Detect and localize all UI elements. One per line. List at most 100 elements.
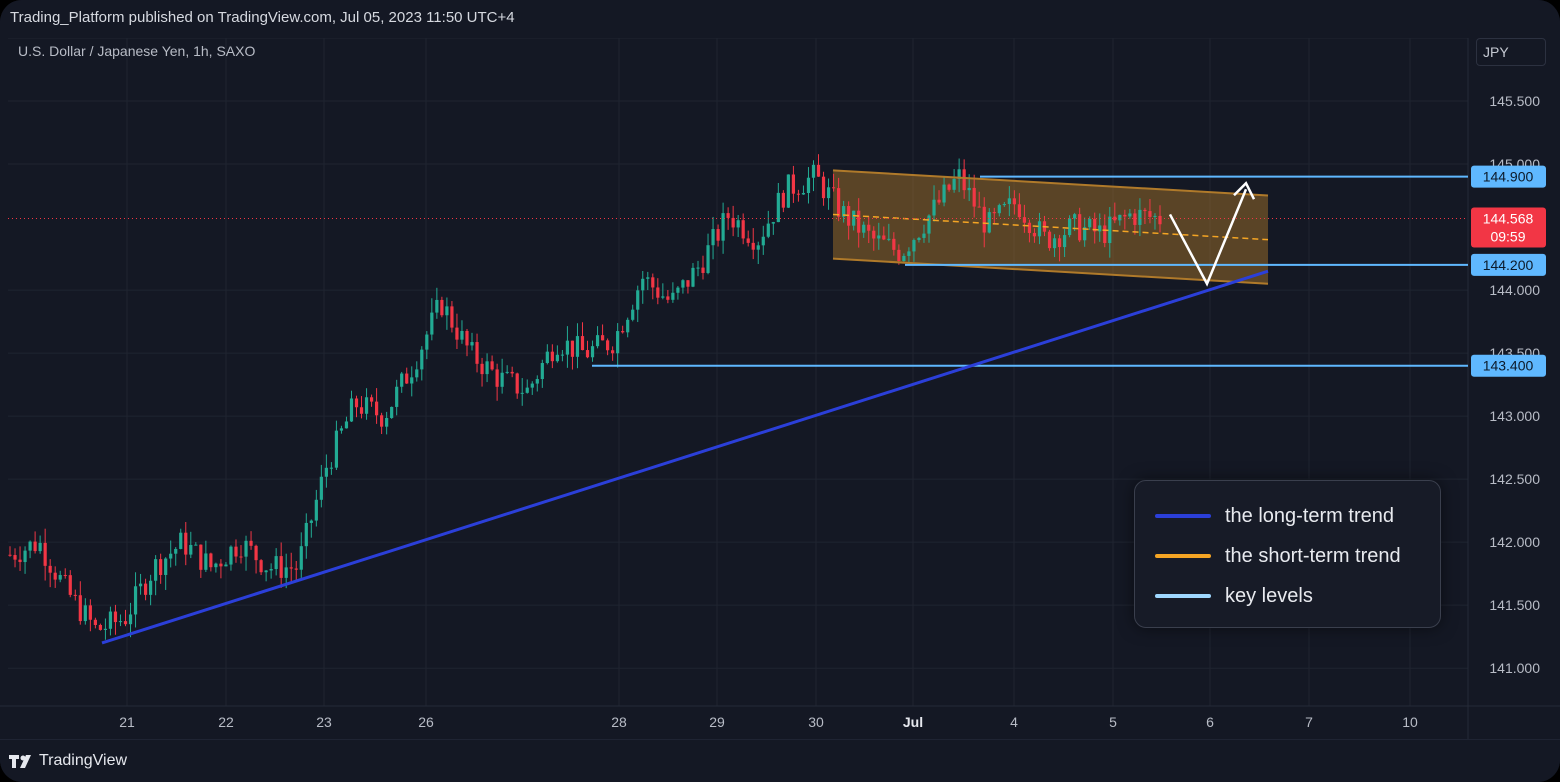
candle-body bbox=[108, 611, 113, 629]
candle-body bbox=[1062, 235, 1067, 248]
candle-body bbox=[214, 563, 218, 568]
y-tick-label: 141.500 bbox=[1489, 597, 1540, 613]
candle-body bbox=[400, 373, 404, 387]
candle-body bbox=[395, 386, 399, 407]
candle-body bbox=[159, 559, 163, 575]
currency-unit[interactable]: JPY bbox=[1476, 38, 1546, 66]
candle-body bbox=[204, 553, 208, 570]
candle-body bbox=[982, 206, 986, 233]
candle-body bbox=[390, 406, 394, 418]
candle-body bbox=[490, 361, 494, 370]
candle-body bbox=[525, 387, 529, 393]
candle-body bbox=[912, 240, 916, 252]
candle-body bbox=[706, 245, 710, 273]
candle-body bbox=[1138, 209, 1142, 225]
candle-body bbox=[1103, 225, 1107, 244]
candle-body bbox=[249, 540, 253, 546]
candle-body bbox=[661, 296, 665, 298]
short-term-trend-midline bbox=[832, 213, 1269, 241]
publish-info: Trading_Platform published on TradingVie… bbox=[10, 9, 515, 26]
x-tick-label: 29 bbox=[709, 714, 725, 730]
candle-body bbox=[500, 372, 504, 387]
candle-body bbox=[535, 379, 539, 384]
candle-body bbox=[751, 242, 755, 250]
candle-body bbox=[882, 235, 886, 240]
candle-body bbox=[962, 169, 966, 191]
candle-body bbox=[219, 563, 223, 567]
tradingview-logo-icon bbox=[9, 755, 31, 768]
candle-body bbox=[460, 330, 464, 340]
candle-body bbox=[339, 428, 344, 431]
candle-body bbox=[646, 277, 650, 279]
candle-body bbox=[364, 397, 369, 414]
top-bar: Trading_Platform published on TradingVie… bbox=[0, 0, 1560, 38]
y-tick-label: 141.000 bbox=[1489, 660, 1540, 676]
candle-body bbox=[550, 351, 554, 362]
candle-body bbox=[972, 187, 976, 207]
candle-body bbox=[666, 296, 670, 300]
candle-body bbox=[88, 605, 92, 620]
x-tick-label: Jul bbox=[903, 714, 923, 730]
candle-body bbox=[947, 184, 951, 190]
tradingview-brand[interactable]: TradingView bbox=[9, 752, 127, 770]
candle-body bbox=[811, 164, 816, 178]
candle-body bbox=[977, 206, 981, 208]
x-tick-label: 4 bbox=[1010, 714, 1018, 730]
candle-body bbox=[98, 624, 102, 630]
candle-body bbox=[93, 619, 97, 625]
candle-body bbox=[781, 192, 785, 208]
candle-body bbox=[1143, 209, 1147, 212]
candle-body bbox=[605, 340, 610, 351]
candle-body bbox=[480, 363, 484, 375]
candle-body bbox=[766, 223, 770, 237]
candle-body bbox=[154, 559, 158, 581]
candle-body bbox=[651, 277, 655, 288]
candle-body bbox=[314, 499, 318, 521]
candle-body bbox=[857, 210, 861, 233]
candle-body bbox=[1158, 215, 1162, 225]
candle-body bbox=[450, 306, 454, 328]
candle-body bbox=[78, 595, 82, 622]
candle-body bbox=[575, 336, 580, 357]
candle-body bbox=[1022, 217, 1027, 223]
x-tick-label: 21 bbox=[119, 714, 135, 730]
candle-body bbox=[1027, 222, 1032, 233]
current-price-label: 144.568 bbox=[1483, 210, 1534, 226]
candle-body bbox=[73, 594, 77, 596]
candle-body bbox=[164, 558, 168, 575]
candle-body bbox=[1153, 215, 1157, 217]
candle-body bbox=[304, 522, 308, 547]
candle-body bbox=[244, 540, 248, 557]
y-tick-label: 142.500 bbox=[1489, 471, 1540, 487]
candle-body bbox=[319, 476, 323, 500]
candle-body bbox=[776, 192, 780, 223]
candle-body bbox=[987, 212, 991, 233]
candle-body bbox=[1098, 225, 1102, 232]
legend-panel: the long-term trend the short-term trend… bbox=[1134, 480, 1441, 628]
candle-body bbox=[1128, 213, 1132, 217]
candle-body bbox=[656, 287, 660, 298]
candle-body bbox=[470, 342, 474, 346]
candle-body bbox=[872, 230, 876, 239]
candle-body bbox=[279, 556, 283, 578]
candle-body bbox=[786, 174, 790, 208]
candle-body bbox=[826, 187, 831, 199]
channel-lower-line bbox=[832, 257, 1269, 285]
candle-body bbox=[349, 398, 354, 422]
legend-key-levels: key levels bbox=[1155, 581, 1313, 611]
candle-body bbox=[1078, 214, 1082, 241]
candle-body bbox=[540, 363, 544, 380]
candle-body bbox=[369, 397, 374, 402]
symbol-title: U.S. Dollar / Japanese Yen, 1h, SAXO bbox=[18, 43, 256, 59]
candle-body bbox=[816, 164, 821, 177]
candle-body bbox=[565, 340, 570, 355]
candle-body bbox=[103, 628, 108, 630]
candle-body bbox=[1113, 216, 1117, 221]
candle-body bbox=[294, 568, 298, 570]
key-level-tag bbox=[1471, 354, 1546, 377]
candle-body bbox=[13, 555, 17, 560]
candle-body bbox=[862, 224, 866, 233]
x-tick-label: 22 bbox=[218, 714, 234, 730]
candle-body bbox=[806, 177, 811, 194]
